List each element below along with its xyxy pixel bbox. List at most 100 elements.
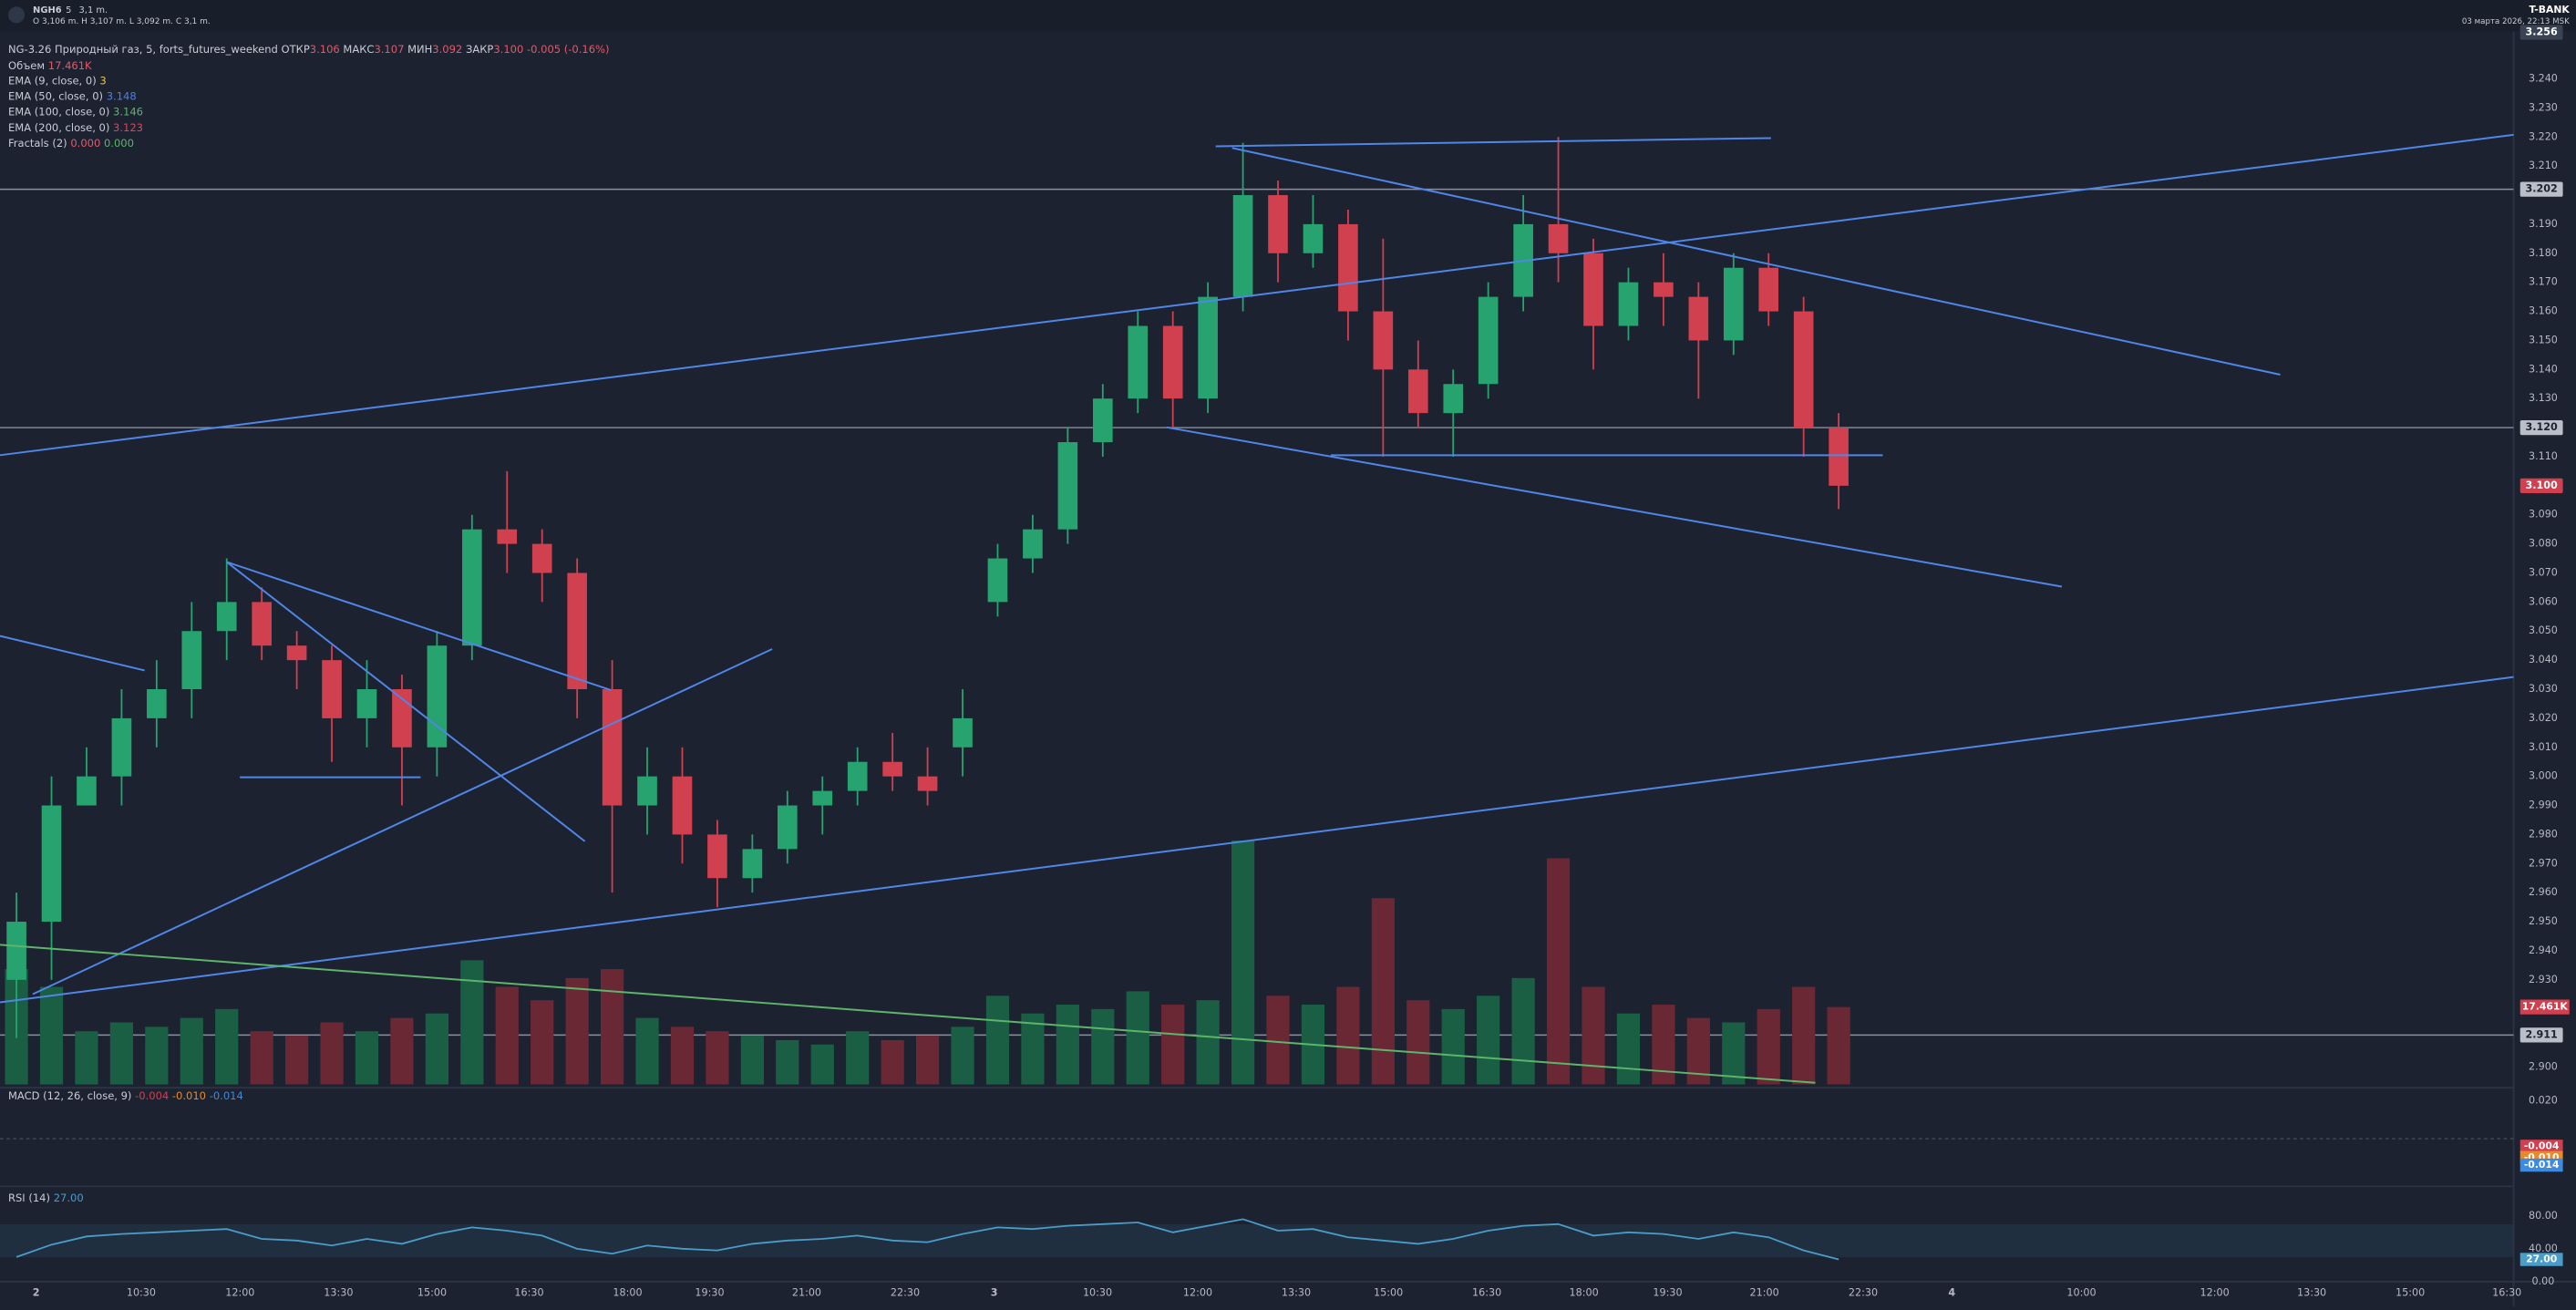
legend-line: EMA (100, close, 0) 3.146 [8,105,143,118]
candle-body [41,805,62,923]
volume-bar [565,977,589,1085]
x-tick-label: 15:00 [1374,1286,1403,1298]
volume-bar [39,986,64,1085]
legend-line: MACD (12, 26, close, 9) -0.004 -0.010 -0… [8,1089,243,1102]
y-tick-label: 3.020 [2529,712,2558,724]
price-badge-label: 3.256 [2526,26,2559,37]
label: МИН [407,43,432,56]
volume-bar [355,1031,379,1085]
y-tick-label: 3.150 [2529,334,2558,346]
value: 3.092 [432,43,462,56]
label: Fractals (2) [8,136,67,149]
candle-body [742,849,763,879]
volume-bar [1546,858,1571,1085]
y-tick-label: 3.080 [2529,538,2558,550]
trend-line [0,133,2514,457]
candle-body [602,689,623,806]
y-tick-label: 3.180 [2529,247,2558,259]
price-badge [2519,478,2563,493]
label: EMA (200, close, 0) [8,120,109,133]
volume-bar [250,1031,273,1085]
value: 0.000 [70,136,100,149]
x-tick-label: 10:00 [2066,1286,2096,1298]
candle-body [1758,267,1779,312]
x-tick-label: 18:00 [613,1286,642,1298]
value: 3.100 [493,43,523,56]
legend-line: EMA (9, close, 0) 3 [8,74,107,87]
value: 3.148 [107,89,137,102]
y-tick-label: 3.070 [2529,566,2558,578]
volume-badge-label: 17.461K [2522,1001,2569,1013]
x-tick-label: 12:00 [1183,1286,1212,1298]
volume-bar [951,1026,974,1085]
x-tick-label: 12:00 [2200,1286,2230,1298]
volume-bar [670,1026,695,1085]
label: Объем [8,59,45,72]
value: 3.106 [310,43,340,56]
y-tick-label: 3.240 [2529,73,2558,85]
datetime: 03 марта 2026, 22:13 MSK [2462,17,2570,26]
top-bar [0,0,2576,32]
y-tick-label: 3.060 [2529,595,2558,607]
y-tick-label: 2.950 [2529,915,2558,927]
interval: 5 [66,5,71,15]
volume-bar [776,1039,799,1085]
volume-bar [846,1031,870,1085]
x-tick-label: 15:00 [417,1286,447,1298]
x-tick-label: 22:30 [1849,1286,1878,1298]
volume-bar [1021,1013,1045,1085]
label: ЗАКР [466,43,493,56]
volume-bar [180,1017,203,1085]
volume-bar [1441,1008,1465,1085]
value: 3.146 [113,105,143,118]
volume-bar [145,1026,169,1085]
volume-bar [1196,1000,1220,1085]
volume-bar [810,1044,834,1085]
volume-bar [1722,1022,1746,1085]
legend-line: Fractals (2) 0.000 0.000 [8,136,134,149]
price-badge-label: 3.202 [2526,183,2558,195]
y-tick-label: 80.00 [2529,1210,2558,1222]
trend-line [0,676,2514,1004]
y-tick-label: 3.170 [2529,276,2558,288]
value: 3.107 [374,43,404,56]
candle-body [882,761,902,777]
y-tick-label: 2.980 [2529,828,2558,840]
candle-body [462,529,482,646]
candle-body [637,776,657,806]
candle-body [1373,311,1394,370]
x-tick-label: 22:30 [891,1286,920,1298]
volume-bar [1126,991,1149,1085]
legend-line: EMA (200, close, 0) 3.123 [8,120,143,133]
x-tick-label: 16:30 [514,1286,543,1298]
label: MACD (12, 26, close, 9) [8,1089,131,1102]
volume-bar [600,969,624,1085]
ohlc-text: O 3,106 m. H 3,107 m. L 3,092 m. C 3,1 m… [33,17,211,26]
value: 3.123 [113,120,143,133]
price-badge [2519,181,2563,197]
candle-body [812,790,833,806]
label: ОТКР [282,43,310,56]
candle-body [216,602,237,632]
x-tick-label: 13:30 [324,1286,353,1298]
candle-body [1023,529,1043,559]
volume-bar [1616,1013,1641,1085]
macd-badge-label: -0.014 [2524,1159,2560,1171]
candle-body [1128,325,1149,399]
volume-bar [460,960,484,1085]
candle-body [1092,398,1113,443]
plot [0,137,2514,1261]
candle-body [1793,311,1814,428]
label: RSI (14) [8,1191,50,1203]
macd-badge-label: -0.004 [2524,1140,2560,1151]
price-badge-label: 3.120 [2526,421,2559,433]
candle-body [1198,296,1218,399]
y-tick-label: 3.230 [2529,101,2558,113]
volume-bar [390,1017,414,1085]
x-tick-label: 2 [33,1286,40,1298]
macd-value: -0.010 [172,1089,206,1102]
y-tick-label: 3.220 [2529,130,2558,142]
label: EMA (100, close, 0) [8,105,109,118]
candle-body [1618,282,1639,326]
instrument: NG-3.26 Природный газ, 5, forts_futures_… [8,43,278,56]
